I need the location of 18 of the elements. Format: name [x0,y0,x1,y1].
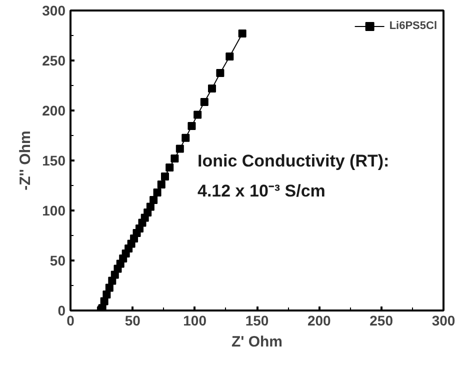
x-tick-label: 250 [370,312,394,328]
y-tick-label: 0 [58,302,66,318]
x-tick-label: 150 [245,312,269,328]
y-tick-label: 100 [42,202,66,218]
x-tick-label: 50 [124,312,141,328]
x-axis-title: Z' Ohm [231,334,283,350]
legend-label: Li6PS5Cl [389,20,437,32]
y-axis-title: -Z'' Ohm [17,130,34,190]
y-tick-label: 250 [42,52,66,68]
annotation: Ionic Conductivity (RT): [198,152,390,170]
x-tick-label: 100 [183,312,207,328]
y-tick-label: 200 [42,102,66,118]
y-tick-label: 150 [42,152,66,168]
x-tick-label: 300 [432,312,456,328]
x-tick-label: 200 [307,312,332,328]
y-tick-label: 300 [42,2,66,18]
y-tick-label: 50 [50,252,66,268]
annotation: 4.12 x 10⁻³ S/cm [198,182,326,200]
